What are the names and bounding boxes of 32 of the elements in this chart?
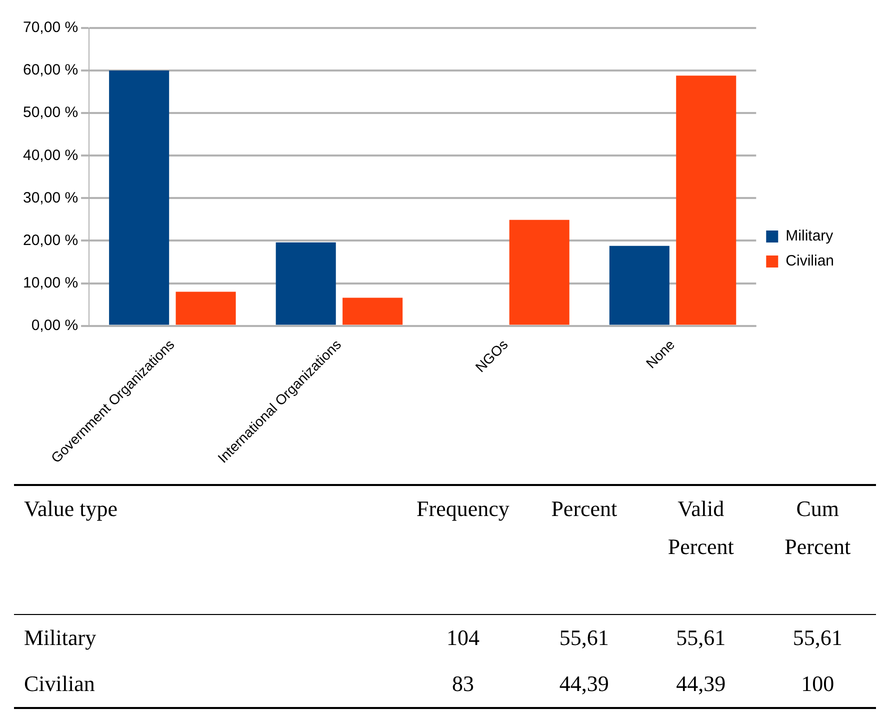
- bar: [342, 298, 403, 325]
- text: Valid Percent: [642, 485, 760, 614]
- bar: [676, 76, 736, 325]
- text: 44,39: [642, 661, 760, 708]
- text: Frequency: [400, 485, 526, 614]
- bar: [109, 70, 170, 325]
- bar: [276, 242, 336, 325]
- bar: [176, 292, 236, 325]
- y-tick-label: 60,00 %: [22, 62, 78, 79]
- text: Value type: [14, 485, 400, 614]
- y-tick-label: 40,00 %: [22, 146, 78, 164]
- text: 44,39: [526, 661, 643, 708]
- y-tick-label: 10,00 %: [22, 274, 78, 292]
- text: 55,61: [792, 624, 844, 652]
- bar: [609, 246, 670, 325]
- text: 100: [759, 661, 876, 708]
- text: Percent: [526, 485, 643, 614]
- y-tick-label: 20,00 %: [22, 232, 78, 249]
- text: 104: [445, 624, 480, 652]
- y-tick-label: 70,00 %: [22, 19, 78, 36]
- y-tick-label: 30,00 %: [22, 189, 78, 206]
- text: Cum Percent: [759, 485, 876, 614]
- y-tick-label: 50,00 %: [22, 104, 78, 122]
- text: Civilian: [14, 661, 400, 708]
- legend-label: Military: [786, 228, 834, 245]
- y-tick-label: 0,00 %: [31, 316, 78, 334]
- text: 55,61: [675, 624, 727, 652]
- text: 55,61: [558, 624, 610, 652]
- bar: [509, 220, 570, 325]
- text: Military: [23, 624, 98, 652]
- legend-label: Civilian: [786, 252, 834, 270]
- text: 83: [400, 661, 526, 708]
